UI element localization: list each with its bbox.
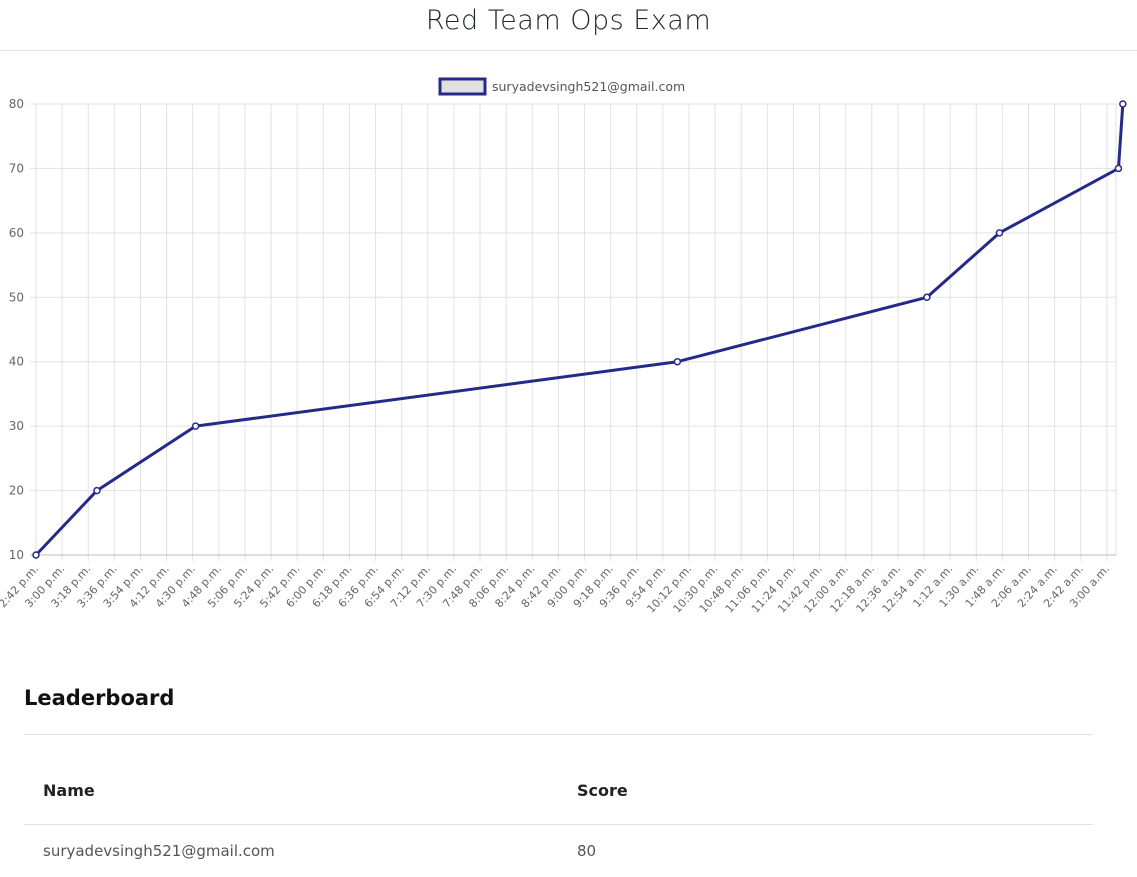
data-point	[1114, 164, 1123, 173]
legend-label: suryadevsingh521@gmail.com	[492, 79, 685, 94]
row-name-cell: suryadevsingh521@gmail.com	[43, 842, 275, 860]
page-header: Red Team Ops Exam	[0, 0, 1137, 51]
table-header-divider	[24, 824, 1093, 825]
y-tick-label: 30	[9, 419, 24, 433]
y-tick-label: 60	[9, 226, 24, 240]
y-tick-label: 70	[9, 161, 24, 175]
data-point	[1119, 100, 1127, 108]
y-tick-label: 50	[9, 290, 24, 304]
y-tick-label: 40	[9, 355, 24, 369]
data-point	[32, 551, 40, 559]
row-score-cell: 80	[577, 842, 597, 860]
leaderboard-title: Leaderboard	[24, 686, 175, 710]
data-point	[995, 229, 1004, 237]
data-point	[191, 422, 200, 430]
data-point	[93, 486, 101, 495]
column-header-score: Score	[577, 781, 628, 800]
y-tick-label: 10	[9, 548, 24, 562]
legend-swatch	[438, 77, 487, 96]
y-tick-label: 20	[9, 484, 24, 498]
data-point	[673, 357, 682, 366]
data-point	[923, 293, 931, 302]
leaderboard-divider	[24, 734, 1093, 735]
page-title: Red Team Ops Exam	[425, 5, 712, 36]
column-header-name: Name	[43, 781, 95, 800]
y-tick-label: 80	[9, 97, 24, 111]
series-line	[34, 103, 1125, 557]
